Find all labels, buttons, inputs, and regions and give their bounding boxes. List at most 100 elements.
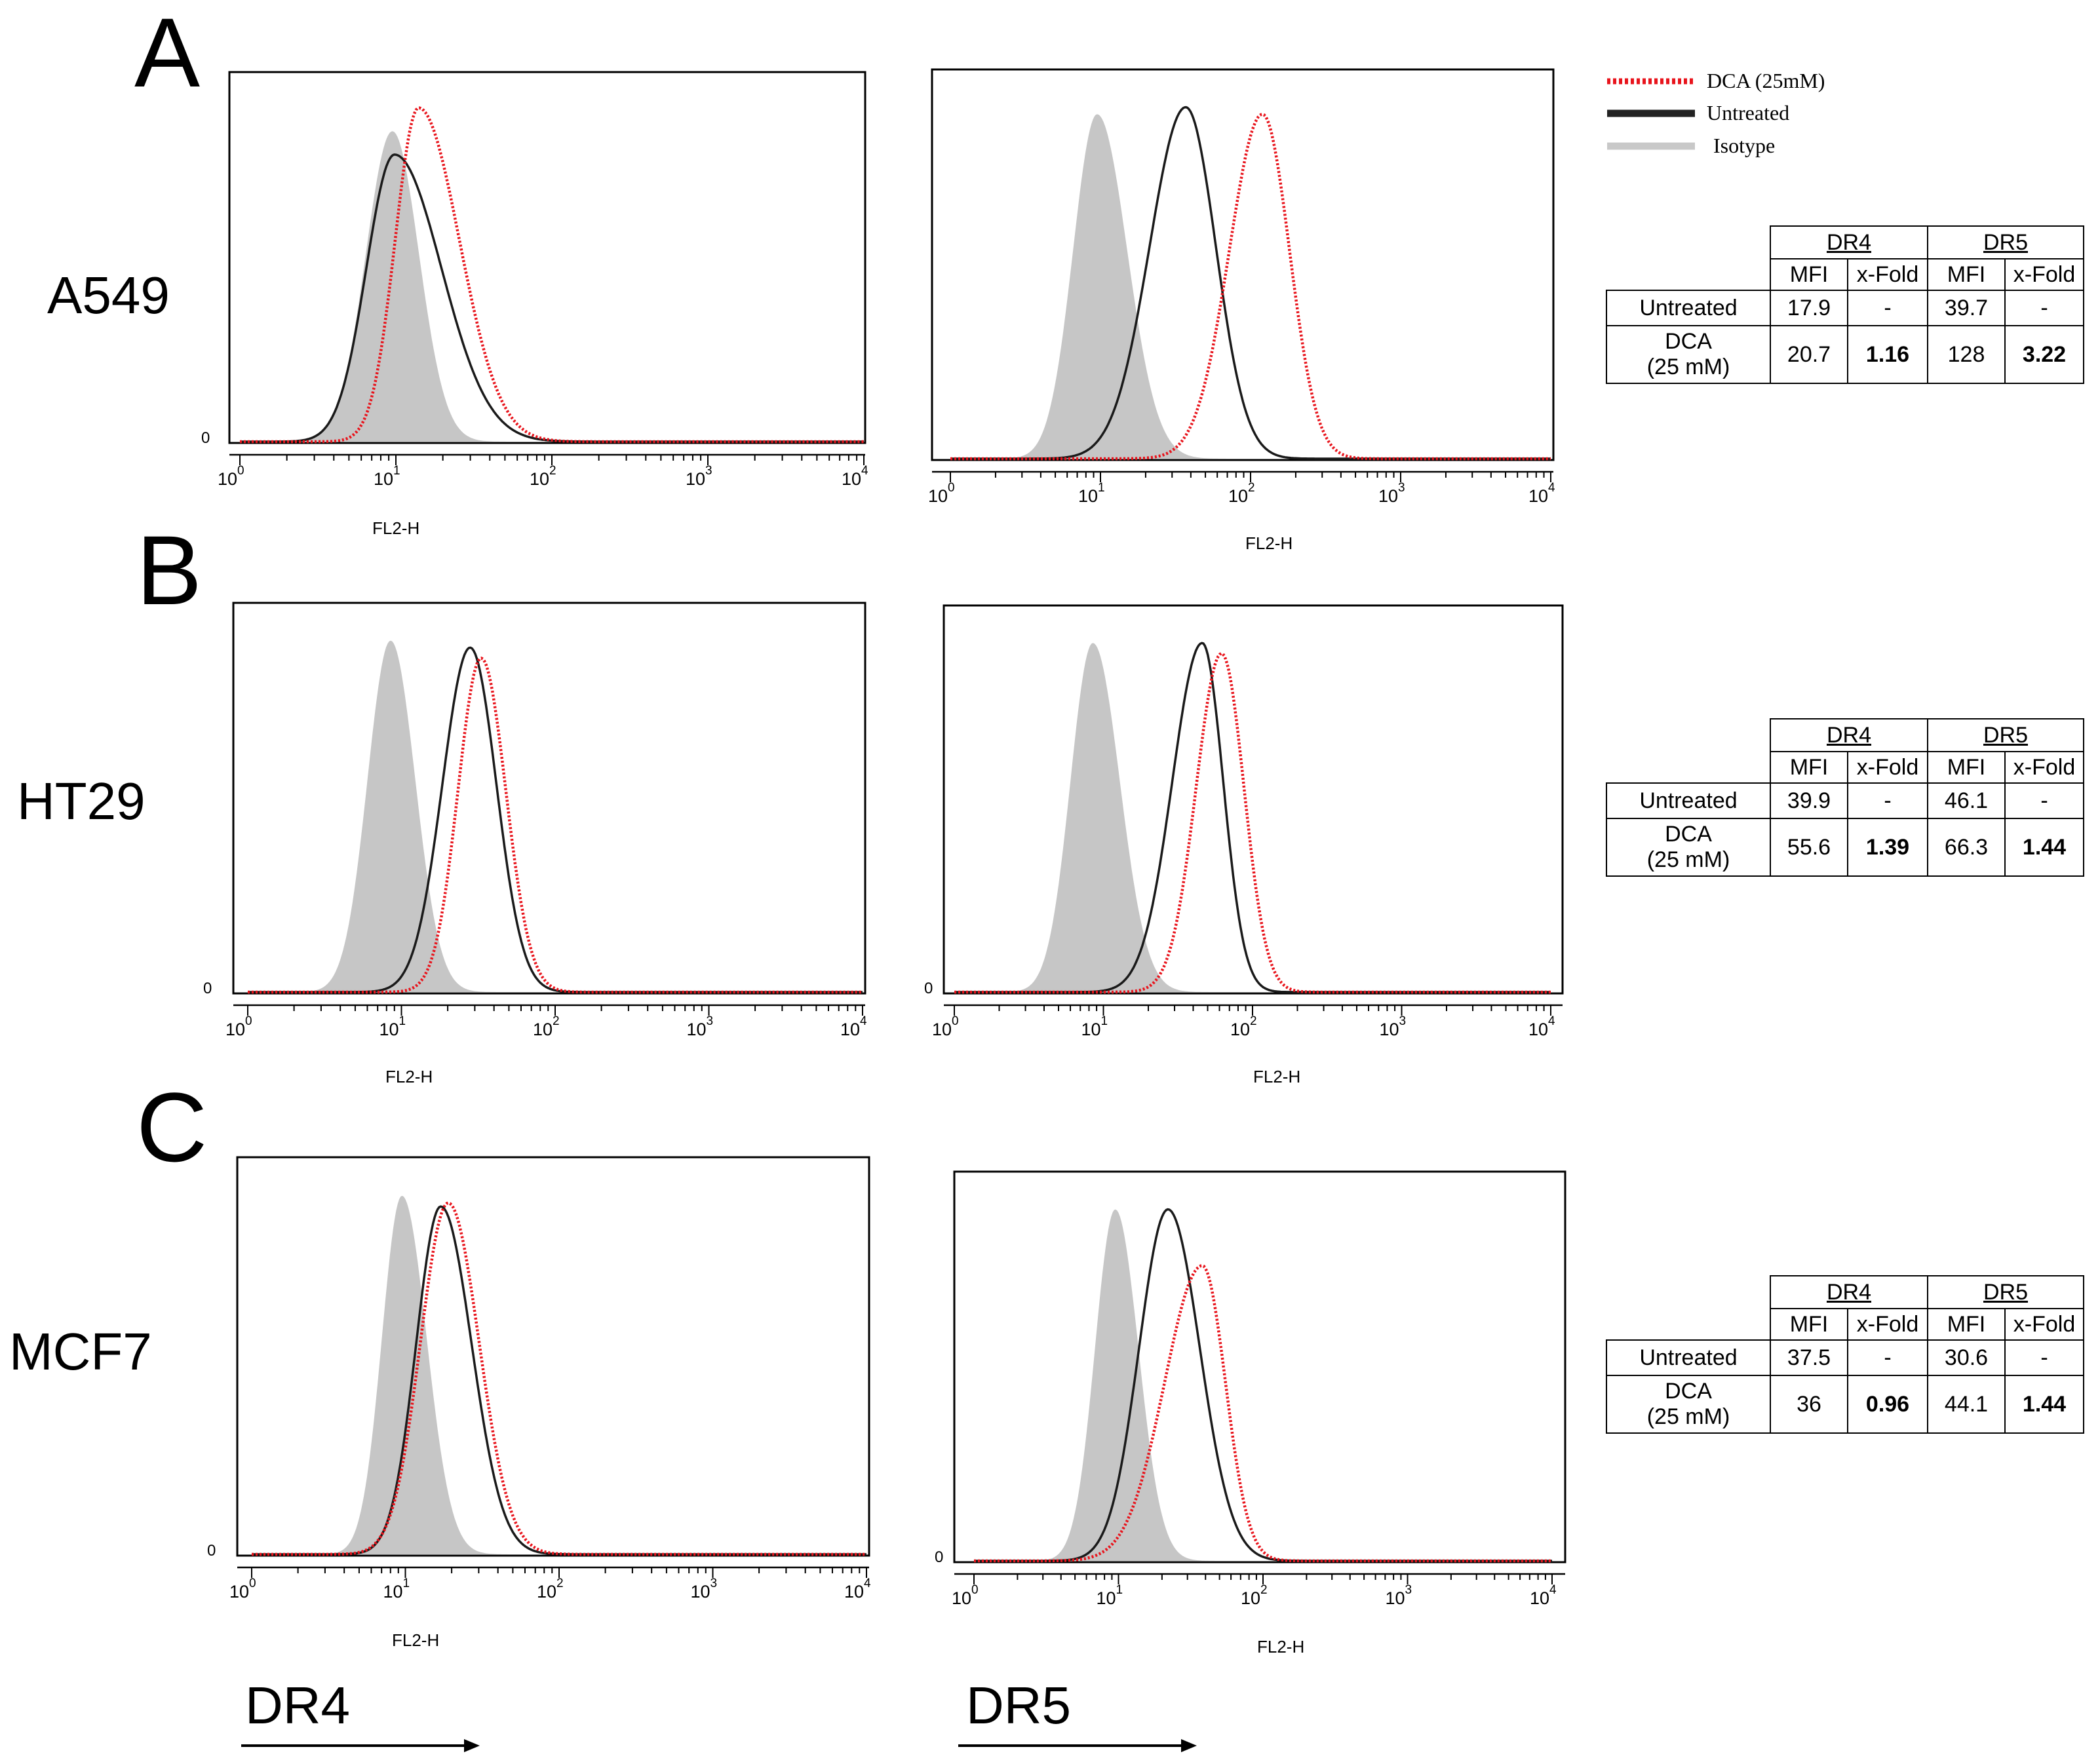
- x-tick-exponent: 2: [556, 1577, 564, 1590]
- table-subheader: MFI: [1770, 751, 1848, 784]
- table-subheader: x-Fold: [1847, 751, 1928, 784]
- x-tick-exponent: 3: [710, 1577, 718, 1590]
- cell-line-ht29: HT29: [17, 772, 146, 830]
- table-row-label: Untreated: [1606, 782, 1771, 819]
- y-zero-label: 0: [924, 980, 933, 997]
- table-group-header: DR5: [1927, 225, 2084, 259]
- plot-frame: [931, 68, 1555, 461]
- table-cell: 37.5: [1770, 1339, 1848, 1376]
- x-axis-label: FL2-H: [385, 1067, 433, 1086]
- x-axis-label: FL2-H: [392, 1630, 439, 1650]
- row-label-line1: DCA: [1665, 822, 1712, 847]
- x-tick-exponent: 1: [1098, 481, 1105, 495]
- row-label-line1: DCA: [1665, 1379, 1712, 1404]
- table-row-label: DCA (25 mM): [1606, 1375, 1771, 1434]
- x-tick-exponent: 2: [1250, 1014, 1257, 1028]
- table-cell: 20.7: [1770, 325, 1848, 384]
- x-tick-exponent: 4: [1548, 481, 1555, 495]
- table-group-header: DR4: [1770, 225, 1928, 259]
- table-row-label: DCA (25 mM): [1606, 818, 1771, 877]
- table-cell: -: [1847, 1339, 1928, 1376]
- x-tick-label: 10: [1097, 1588, 1116, 1608]
- x-tick-exponent: 0: [952, 1014, 959, 1028]
- dca-histogram: [248, 656, 863, 994]
- x-tick-exponent: 1: [393, 464, 400, 478]
- x-tick-label: 10: [1378, 486, 1398, 506]
- table-cell: -: [2004, 1339, 2084, 1376]
- table-subheader: MFI: [1927, 258, 2006, 291]
- table-cell: -: [1847, 290, 1928, 326]
- x-tick-label: 10: [1228, 486, 1248, 506]
- table-subheader: x-Fold: [2004, 1308, 2084, 1341]
- bottom-label-dr4: DR4: [245, 1676, 350, 1735]
- x-tick-exponent: 3: [1398, 481, 1405, 495]
- table-cell: 1.44: [2004, 1375, 2084, 1434]
- x-tick-exponent: 4: [1549, 1583, 1557, 1597]
- plot-frame: [232, 602, 866, 995]
- table-cell: 1.16: [1847, 325, 1928, 384]
- x-tick-label: 10: [1380, 1020, 1399, 1039]
- x-tick-label: 10: [225, 1020, 245, 1039]
- y-zero-label: 0: [201, 429, 210, 447]
- x-tick-label: 10: [530, 469, 549, 489]
- table-row-label: DCA (25 mM): [1606, 325, 1771, 384]
- table-cell: 46.1: [1927, 782, 2006, 819]
- x-axis-label: FL2-H: [1245, 533, 1293, 553]
- x-axis-label: FL2-H: [1257, 1637, 1304, 1657]
- dr5-arrow-head: [1181, 1739, 1197, 1752]
- x-tick-exponent: 4: [864, 1577, 871, 1590]
- isotype-histogram: [252, 1195, 866, 1554]
- mfi-table-ht29: DR4 DR5 MFI x-Fold MFI x-Fold Untreated 39.9-46…: [1606, 718, 2084, 877]
- table-cell: 128: [1927, 325, 2006, 384]
- x-tick-label: 10: [1081, 1020, 1101, 1039]
- x-tick-exponent: 3: [705, 464, 712, 478]
- x-tick-label: 10: [932, 1020, 952, 1039]
- table-subheader: x-Fold: [1847, 258, 1928, 291]
- row-label-line1: DCA: [1665, 329, 1712, 354]
- x-tick-exponent: 4: [860, 1014, 867, 1028]
- x-tick-label: 10: [1528, 1020, 1548, 1039]
- table-cell: 1.44: [2004, 818, 2084, 877]
- x-tick-label: 10: [383, 1582, 403, 1601]
- x-tick-exponent: 2: [1260, 1583, 1268, 1597]
- table-cell: -: [2004, 782, 2084, 819]
- y-zero-label: 0: [207, 1542, 216, 1560]
- x-tick-exponent: 0: [948, 481, 955, 495]
- bottom-label-dr5: DR5: [966, 1676, 1071, 1735]
- y-zero-label: 0: [203, 980, 212, 997]
- x-tick-label: 10: [1241, 1588, 1260, 1608]
- table-group-header: DR5: [1927, 718, 2084, 752]
- y-zero-label: 0: [935, 1548, 943, 1566]
- x-tick-exponent: 3: [1405, 1583, 1412, 1597]
- isotype-histogram: [950, 114, 1551, 459]
- table-cell: 17.9: [1770, 290, 1848, 326]
- dca-histogram: [252, 1201, 866, 1556]
- dca-histogram: [954, 651, 1551, 994]
- table-cell: -: [2004, 290, 2084, 326]
- plot-frame: [228, 71, 866, 444]
- table-corner: [1606, 752, 1770, 783]
- isotype-histogram: [248, 640, 863, 992]
- table-group-header: DR4: [1770, 1275, 1928, 1309]
- table-subheader: MFI: [1770, 258, 1848, 291]
- table-cell: 66.3: [1927, 818, 2006, 877]
- x-tick-exponent: 4: [1548, 1014, 1555, 1028]
- x-tick-exponent: 0: [237, 464, 244, 478]
- dca-histogram: [974, 1264, 1552, 1563]
- table-cell: 1.39: [1847, 818, 1928, 877]
- table-subheader: MFI: [1927, 1308, 2006, 1341]
- x-tick-exponent: 3: [1399, 1014, 1407, 1028]
- x-tick-label: 10: [840, 1020, 860, 1039]
- table-cell: 55.6: [1770, 818, 1848, 877]
- x-tick-label: 10: [218, 469, 237, 489]
- table-row-label: Untreated: [1606, 1339, 1771, 1376]
- x-tick-label: 10: [1078, 486, 1098, 506]
- panel-letter-b: B: [136, 515, 202, 625]
- x-tick-exponent: 0: [249, 1577, 256, 1590]
- x-tick-exponent: 0: [971, 1583, 979, 1597]
